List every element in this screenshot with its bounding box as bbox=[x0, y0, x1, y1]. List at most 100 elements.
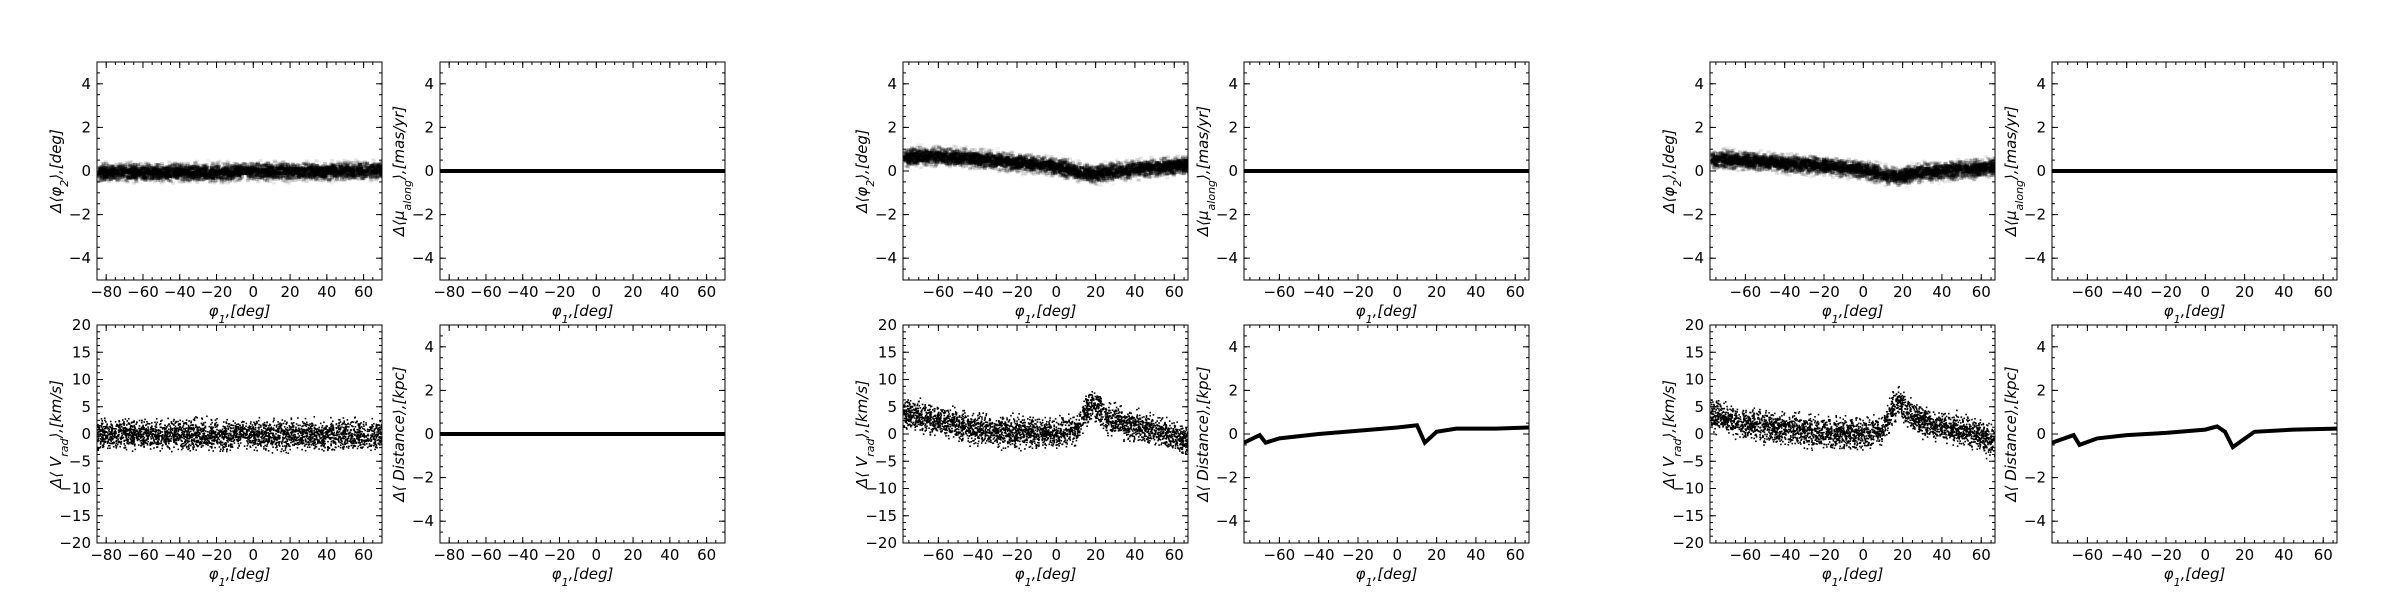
density-cell bbox=[202, 177, 207, 181]
scatter-point bbox=[147, 432, 149, 435]
density-cell bbox=[177, 180, 182, 184]
scatter-point bbox=[231, 427, 233, 430]
scatter-point bbox=[165, 441, 168, 443]
scatter-point bbox=[150, 431, 153, 433]
scatter-point bbox=[307, 440, 310, 443]
density-cell bbox=[277, 161, 282, 165]
scatter-point bbox=[166, 435, 168, 437]
density-cell bbox=[377, 168, 382, 171]
scatter-point bbox=[290, 433, 293, 435]
scatter-point bbox=[279, 431, 282, 434]
scatter-point bbox=[119, 424, 121, 427]
scatter-point bbox=[197, 427, 199, 430]
density-cell bbox=[203, 173, 208, 176]
panel-g1-top-left: −80 −60 −40 −20 0 20 40 60−4−2024φ1,[deg]Δ⟨φ2⟩,… bbox=[47, 61, 383, 326]
scatter-point bbox=[227, 436, 229, 439]
scatter-point bbox=[316, 428, 319, 430]
scatter-point bbox=[358, 434, 361, 437]
scatter-point bbox=[337, 438, 340, 440]
scatter-point bbox=[368, 445, 371, 447]
density-cell bbox=[133, 173, 138, 177]
density-cell bbox=[291, 171, 296, 175]
density-cell bbox=[310, 172, 315, 176]
scatter-point bbox=[217, 429, 220, 432]
density-cell bbox=[266, 162, 271, 166]
scatter-point bbox=[180, 435, 183, 437]
scatter-point bbox=[127, 438, 130, 441]
density-cell bbox=[275, 163, 280, 167]
density-cell bbox=[153, 176, 158, 180]
scatter-point bbox=[159, 423, 161, 426]
scatter-point bbox=[373, 428, 376, 430]
density-cell bbox=[237, 163, 242, 167]
density-cell bbox=[126, 164, 130, 168]
density-cell bbox=[175, 162, 180, 166]
density-cell bbox=[133, 167, 138, 171]
density-cell bbox=[377, 165, 382, 169]
density-cell bbox=[315, 164, 320, 168]
density-cell bbox=[290, 162, 295, 166]
scatter-point bbox=[369, 437, 372, 440]
density-cell bbox=[230, 166, 235, 170]
density-cell bbox=[134, 167, 138, 171]
density-cell bbox=[175, 167, 180, 171]
scatter-point bbox=[368, 429, 371, 431]
scatter-point bbox=[318, 440, 320, 443]
density-cell bbox=[248, 167, 253, 171]
density-cell bbox=[126, 176, 131, 180]
density-cell bbox=[118, 166, 122, 169]
density-cell bbox=[115, 167, 120, 171]
density-cell bbox=[108, 176, 113, 180]
scatter-point bbox=[243, 445, 246, 447]
density-cell bbox=[113, 169, 118, 172]
scatter-point bbox=[332, 439, 334, 442]
scatter-point bbox=[154, 435, 156, 437]
density-cell bbox=[309, 166, 313, 170]
density-cell bbox=[158, 168, 162, 172]
x-tick-label: −20 bbox=[201, 283, 233, 301]
density-cell bbox=[122, 166, 127, 170]
density-cell bbox=[133, 175, 138, 179]
density-cell bbox=[266, 177, 270, 181]
density-cell bbox=[263, 178, 268, 182]
density-cell bbox=[380, 172, 382, 176]
scatter-point bbox=[140, 435, 142, 437]
scatter-point bbox=[365, 422, 367, 424]
density-cell bbox=[344, 173, 349, 177]
scatter-point bbox=[236, 427, 238, 429]
density-cell bbox=[368, 166, 373, 170]
density-cell bbox=[339, 165, 344, 169]
density-cell bbox=[153, 175, 158, 178]
scatter-point bbox=[241, 421, 243, 424]
scatter-point bbox=[100, 429, 102, 431]
scatter-point bbox=[284, 420, 286, 422]
density-cell bbox=[355, 174, 360, 178]
density-cell bbox=[195, 171, 200, 175]
density-cell bbox=[368, 174, 373, 178]
density-cell bbox=[101, 163, 106, 167]
scatter-point bbox=[282, 422, 285, 425]
scatter-point bbox=[210, 435, 212, 437]
density-cell bbox=[334, 171, 339, 175]
scatter-point bbox=[225, 422, 228, 424]
scatter-point bbox=[293, 443, 296, 445]
density-cell bbox=[368, 166, 373, 169]
density-cell bbox=[330, 158, 335, 162]
density-cell bbox=[212, 168, 217, 172]
density-cell bbox=[140, 176, 145, 180]
density-cell bbox=[103, 160, 108, 164]
density-cell bbox=[333, 167, 338, 170]
scatter-point bbox=[355, 421, 357, 424]
density-cell bbox=[182, 165, 187, 169]
scatter-point bbox=[193, 432, 196, 435]
scatter-point bbox=[107, 426, 109, 429]
density-cell bbox=[358, 172, 363, 176]
density-cell bbox=[368, 172, 373, 176]
density-cell bbox=[160, 174, 165, 178]
density-cell bbox=[163, 175, 168, 179]
density-cell bbox=[303, 162, 308, 166]
scatter-point bbox=[281, 430, 284, 433]
scatter-point bbox=[292, 440, 295, 442]
density-cell bbox=[219, 175, 224, 179]
scatter-point bbox=[309, 427, 312, 429]
